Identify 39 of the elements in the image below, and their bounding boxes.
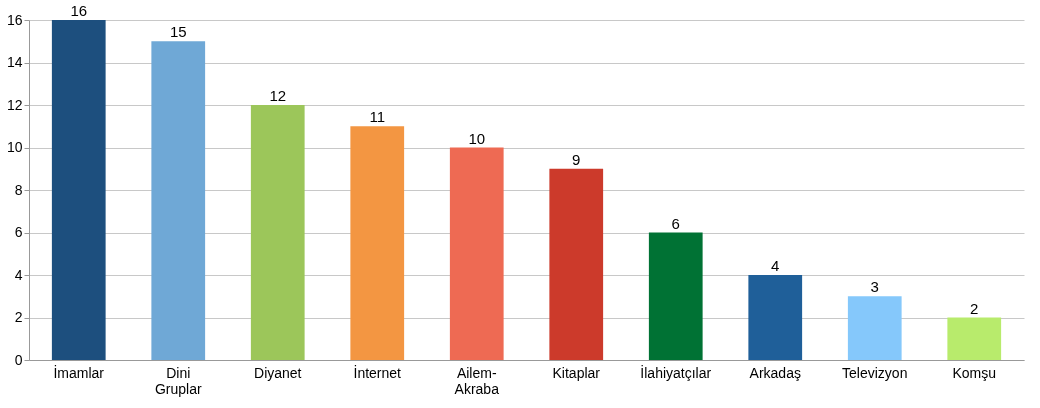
x-tick-label: Diyanet: [254, 364, 302, 381]
bar: [350, 126, 405, 360]
y-tick-label: 6: [14, 224, 23, 240]
y-tick-label: 4: [14, 266, 23, 283]
bar: [549, 168, 604, 360]
x-tick-label: İlahiyatçılar: [640, 363, 712, 381]
data-label: 12: [269, 87, 287, 104]
y-tick-label: 2: [14, 309, 23, 325]
bar: [51, 20, 106, 360]
y-tick-label: 10: [6, 139, 23, 155]
x-tick-label: Ailem-Akraba: [454, 364, 500, 397]
bar: [151, 41, 206, 360]
y-tick-label: 16: [6, 11, 23, 28]
x-tick-label: Kitaplar: [552, 364, 601, 381]
bar: [748, 275, 803, 360]
bar: [847, 296, 902, 360]
x-tick-label: Arkadaş: [749, 364, 801, 381]
data-label: 10: [468, 129, 486, 147]
y-tick-label: 12: [6, 96, 23, 113]
x-tick-label: Televizyon: [842, 364, 908, 381]
data-label: 15: [169, 23, 187, 41]
bar: [648, 232, 703, 360]
data-label: 16: [70, 2, 88, 19]
y-tick-label: 0: [14, 351, 23, 368]
x-tick-label: Komşu: [952, 364, 997, 381]
data-label: 2: [970, 299, 979, 317]
data-label: 3: [870, 278, 879, 296]
data-label: 9: [572, 150, 581, 168]
y-tick-label: 14: [6, 54, 23, 70]
bar: [947, 317, 1002, 360]
data-label: 6: [671, 214, 680, 232]
data-label: 11: [369, 108, 386, 126]
bar: [449, 147, 504, 360]
x-tick-label: İmamlar: [53, 363, 105, 381]
data-label: 4: [771, 257, 780, 274]
x-tick-label: Dini Gruplar: [154, 364, 202, 397]
x-tick-label: İnternet: [353, 363, 402, 381]
y-tick-label: 8: [14, 181, 23, 198]
bar: [250, 105, 305, 360]
